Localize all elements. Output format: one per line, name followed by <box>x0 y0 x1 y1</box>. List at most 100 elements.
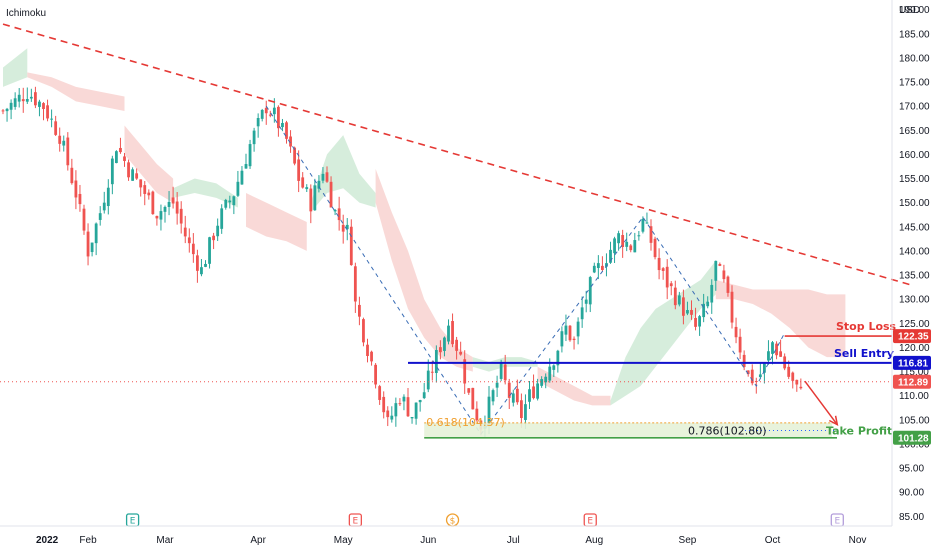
time-tick-label: Sep <box>679 535 697 546</box>
candle-body <box>414 402 418 419</box>
cloud-segment-red <box>246 193 307 251</box>
sell-entry-price-tag[interactable]: 116.81 <box>893 355 931 370</box>
sell-entry-price-tag-bg <box>893 355 931 370</box>
candle-body <box>281 122 284 128</box>
candle-body <box>434 350 438 374</box>
candle-body <box>386 410 390 418</box>
candle-body <box>491 390 495 402</box>
candle-body <box>277 106 280 129</box>
earnings-marker[interactable]: E <box>830 513 844 527</box>
candle-body <box>183 227 187 237</box>
candle-body <box>90 242 94 253</box>
candle-body <box>155 215 159 219</box>
candle-body <box>596 263 600 268</box>
price-tick-label: 95.00 <box>899 464 924 475</box>
candle-body <box>487 396 491 426</box>
candle-body <box>507 382 511 398</box>
candle-body <box>520 400 523 418</box>
cloud-segment-green <box>173 178 238 208</box>
candle-body <box>106 187 110 207</box>
earnings-marker[interactable]: E <box>348 513 363 527</box>
candle-body <box>641 218 645 232</box>
candle-body <box>742 354 746 368</box>
candle-body <box>524 404 527 420</box>
candle-body <box>410 416 414 419</box>
candle-body <box>775 343 778 356</box>
candle-body <box>345 224 349 230</box>
candle-body <box>503 364 507 381</box>
candle-body <box>362 319 365 343</box>
ichimoku-cloud <box>3 48 846 406</box>
candle-body <box>455 339 458 351</box>
price-tick-label: 175.00 <box>899 78 930 89</box>
candle-body <box>734 326 738 338</box>
candle-body <box>682 297 685 316</box>
time-tick-label: Mar <box>156 535 174 546</box>
candle-body <box>750 369 754 384</box>
candle-body <box>46 105 49 119</box>
price-tick-label: 155.00 <box>899 174 930 185</box>
candle-body <box>78 193 82 205</box>
take-profit-zone <box>424 422 832 438</box>
candle-body <box>495 382 499 388</box>
candle-body <box>317 180 321 189</box>
candle-body <box>629 245 633 251</box>
candle-body <box>653 238 657 258</box>
candle-body <box>50 118 53 120</box>
time-axis[interactable]: 2022 Feb Mar Apr May Jun Jul Aug Sep Oct Nov <box>0 525 892 546</box>
candle-body <box>119 147 122 153</box>
candle-body <box>613 238 616 254</box>
candle-body <box>698 316 701 327</box>
candle-body <box>726 276 730 293</box>
candle-body <box>552 365 556 370</box>
price-axis[interactable]: 190.00 185.00 180.00 175.00 170.00 165.00 160.… <box>891 0 931 526</box>
price-tick-label: 105.00 <box>899 415 930 426</box>
target-arrow-head <box>828 415 839 427</box>
candle-body <box>588 277 592 305</box>
dividend-marker[interactable]: $ <box>445 513 460 527</box>
candle-body <box>463 359 467 384</box>
candle-body <box>143 185 147 194</box>
candle-body <box>451 321 454 345</box>
candle-body <box>467 388 471 393</box>
candle-body <box>443 337 446 351</box>
candle-body <box>167 201 171 207</box>
candle-body <box>333 210 337 212</box>
event-marker-letter: $ <box>450 517 456 527</box>
candle-body <box>301 177 305 188</box>
cloud-segment-red <box>715 279 846 358</box>
candle-body <box>511 393 515 403</box>
candle-body <box>244 164 248 169</box>
candle-body <box>710 284 714 303</box>
take-profit-price-tag[interactable]: 101.28 <box>893 430 931 445</box>
earnings-marker[interactable]: E <box>125 513 140 527</box>
candle-body <box>9 102 13 110</box>
event-markers[interactable]: E E $ E E <box>125 513 844 527</box>
candle-body <box>677 295 681 305</box>
candle-body <box>625 241 629 247</box>
candle-body <box>208 237 211 264</box>
candle-body <box>163 206 167 212</box>
price-tick-label: 135.00 <box>899 271 930 282</box>
fib-0618-label: 0.618(104.37) <box>426 416 505 429</box>
candle-body <box>447 325 450 342</box>
candle-body <box>187 237 191 244</box>
earnings-marker[interactable]: E <box>583 513 597 527</box>
candle-body <box>260 109 264 119</box>
candle-body <box>321 173 325 181</box>
descending-trendline[interactable] <box>2 23 911 286</box>
time-tick-label: May <box>334 535 353 546</box>
candle-body <box>191 243 195 255</box>
time-tick-label: Aug <box>585 535 603 546</box>
current-price-tag[interactable]: 112.89 <box>893 374 931 389</box>
stop-loss-price-tag[interactable]: 122.35 <box>893 329 931 344</box>
candle-body <box>649 226 653 243</box>
candle-body <box>131 169 134 181</box>
candle-body <box>406 397 410 417</box>
stop-loss-label: Stop Loss <box>836 320 897 333</box>
candle-body <box>297 159 301 181</box>
candle-body <box>439 347 442 353</box>
candle-body <box>722 270 726 280</box>
